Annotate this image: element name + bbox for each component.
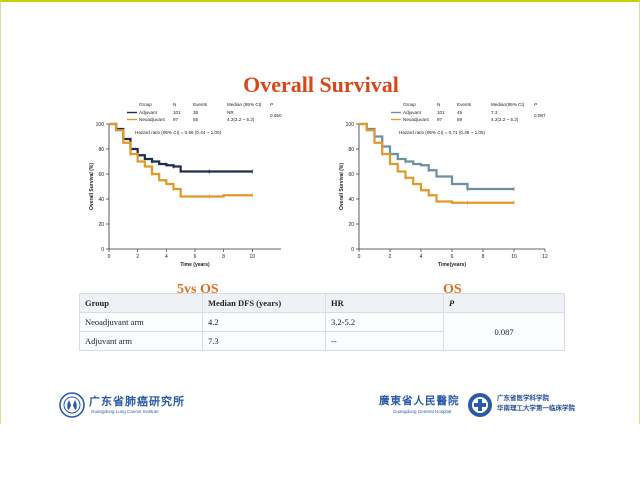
x-axis-label: Time(years)	[438, 262, 466, 268]
legend-events: 55	[193, 117, 199, 122]
y-tick-label: 60	[348, 172, 354, 178]
institute-name-en: Guangdong Lung Cancer Institute	[91, 409, 159, 414]
hospital-logo: 廣東省人民醫院 Guangdong General Hospital 广东省医学…	[379, 390, 599, 420]
table-header: Group	[79, 293, 203, 313]
y-axis-label: Overall Survival (%)	[339, 163, 345, 210]
legend-header: Group	[403, 102, 416, 107]
y-tick-label: 20	[348, 222, 354, 228]
legend-header: Events	[457, 102, 472, 107]
results-table: Group Median DFS (years) HR P Neoadjuvan…	[79, 293, 565, 351]
y-tick-label: 40	[98, 197, 104, 203]
table-cell: Adjuvant arm	[79, 331, 203, 351]
legend-n: 101	[437, 110, 445, 115]
x-tick-label: 2	[136, 254, 139, 260]
legend-p-value: 0.087	[534, 113, 546, 118]
x-axis-label: Time (years)	[180, 262, 210, 268]
y-tick-label: 100	[346, 122, 355, 128]
lung-institute-emblem-icon	[59, 392, 85, 418]
km-curve-neoadjuvant	[359, 122, 514, 204]
table-row: Neoadjuvant arm 4.2 3.2-5.2 0.087	[79, 312, 565, 351]
table-row: Adjuvant arm 7.3 --	[79, 331, 565, 351]
institute-name-cn: 广东省肺癌研究所	[89, 395, 185, 408]
x-tick-label: 8	[482, 254, 485, 260]
x-tick-label: 10	[250, 254, 256, 260]
x-tick-label: 0	[358, 254, 361, 260]
legend-group: Neoadjuvant	[403, 117, 430, 122]
table-cell: 7.3	[202, 331, 326, 351]
y-tick-label: 40	[348, 197, 354, 203]
legend-header: Median(95% CI)	[491, 102, 525, 107]
legend-n: 101	[173, 110, 181, 115]
hazard-ratio-text: Hazard ratio (95% CI) = 0.66 (0.44 ~ 1.0…	[135, 130, 222, 135]
legend-group: Adjuvant	[139, 110, 158, 115]
hospital-name-cn: 廣東省人民醫院	[379, 395, 460, 407]
y-axis-label: Overall Survival (%)	[89, 163, 95, 210]
km-chart-5ys-os: 0 20 40 60 80 100 0 2 4 6 8 10 Time (years) Overall S…	[81, 100, 296, 285]
x-tick-label: 10	[511, 254, 517, 260]
y-tick-label: 0	[101, 247, 104, 253]
table-header: HR	[325, 293, 444, 313]
km-plot-svg: 0 20 40 60 80 100 0 2 4 6 8 10 12 Time(years) Overall …	[339, 102, 548, 268]
km-chart-os: 0 20 40 60 80 100 0 2 4 6 8 10 12 Time(years) Overall …	[331, 100, 561, 285]
table-header: Median DFS (years)	[202, 293, 326, 313]
legend-n: 97	[173, 117, 179, 122]
legend-events: 45	[457, 110, 463, 115]
x-tick-label: 6	[194, 254, 197, 260]
slide: Overall Survival 0 20 40 60 80 100 0 2 4 6 8 10 Time…	[0, 0, 640, 424]
institute-logo: 广东省肺癌研究所 Guangdong Lung Cancer Institute	[59, 390, 229, 420]
p-value-cell: 0.087	[443, 312, 565, 351]
legend-events: 38	[193, 110, 199, 115]
table-header-row: Group Median DFS (years) HR P	[79, 293, 565, 313]
legend-header: N	[173, 102, 176, 107]
x-tick-label: 2	[389, 254, 392, 260]
legend-median: NR	[227, 110, 234, 115]
y-tick-label: 100	[96, 122, 105, 128]
legend-median: 7.3	[491, 110, 498, 115]
y-tick-label: 80	[348, 147, 354, 153]
km-curve-adjuvant	[109, 122, 253, 173]
slide-title: Overall Survival	[243, 72, 399, 97]
y-tick-label: 0	[351, 247, 354, 253]
km-curve-neoadjuvant	[109, 122, 253, 198]
x-tick-label: 0	[108, 254, 111, 260]
legend-median: 4.2(3.2 ~ 5.2)	[491, 117, 519, 122]
legend-events: 59	[457, 117, 463, 122]
academy-name-line1: 广东省医学科学院	[497, 394, 549, 402]
legend-median: 4.2(3.2 ~ 5.2)	[227, 117, 255, 122]
x-tick-label: 4	[165, 254, 168, 260]
x-tick-label: 12	[542, 254, 548, 260]
academy-name-line2: 华南理工大学第一临床学院	[497, 404, 575, 412]
legend-header: Median (95% CI)	[227, 102, 262, 107]
table-cell: 4.2	[202, 312, 326, 332]
legend-header: N	[437, 102, 440, 107]
hazard-ratio-text: Hazard ratio (95% CI) = 0.71 (0.48 ~ 1.0…	[399, 130, 486, 135]
legend-header: P	[534, 102, 538, 107]
table-cell: Neoadjuvant arm	[79, 312, 203, 332]
legend-header: P	[270, 102, 274, 107]
x-tick-label: 6	[451, 254, 454, 260]
x-tick-label: 4	[420, 254, 423, 260]
table-header: P	[443, 293, 565, 313]
km-curve-adjuvant	[359, 122, 514, 191]
hospital-name-en: Guangdong General Hospital	[393, 409, 452, 414]
legend-header: Events	[193, 102, 208, 107]
legend-p-value: 0.050	[270, 113, 282, 118]
x-tick-label: 8	[222, 254, 225, 260]
y-tick-label: 20	[98, 222, 104, 228]
legend-group: Neoadjuvant	[139, 117, 166, 122]
y-tick-label: 80	[98, 147, 104, 153]
km-plot-svg: 0 20 40 60 80 100 0 2 4 6 8 10 Time (years) Overall S…	[89, 102, 282, 268]
hospital-emblem-icon	[468, 393, 492, 417]
table-cell: --	[325, 331, 444, 351]
legend-group: Adjuvant	[403, 110, 422, 115]
table-cell: 3.2-5.2	[325, 312, 444, 332]
legend-n: 97	[437, 117, 443, 122]
y-tick-label: 60	[98, 172, 104, 178]
legend-header: Group	[139, 102, 152, 107]
